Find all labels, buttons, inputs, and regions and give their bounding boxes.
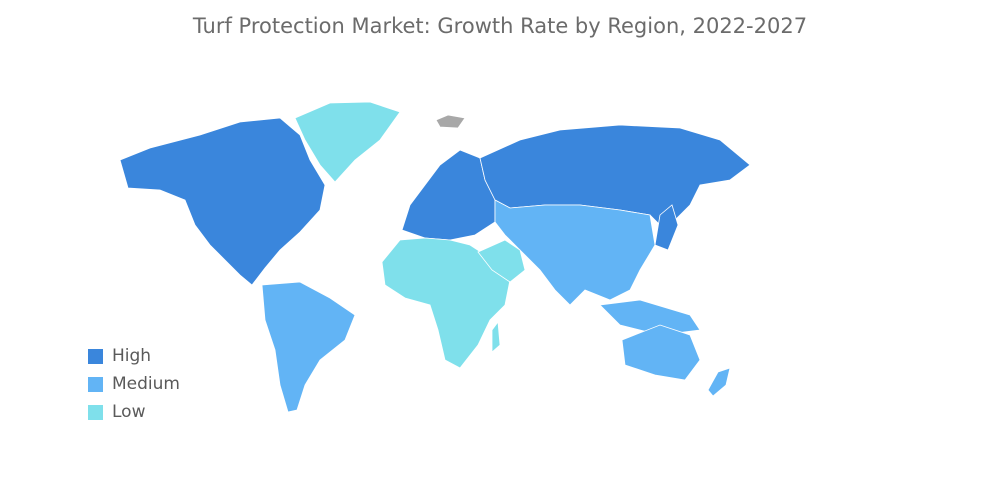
legend-swatch-medium: [88, 376, 103, 392]
legend-item-low: Low: [88, 398, 180, 426]
region-new-zealand: [707, 367, 731, 397]
legend-swatch-high: [88, 348, 103, 364]
region-japan: [654, 204, 679, 251]
legend-label-high: High: [112, 346, 152, 366]
chart-title: Turf Protection Market: Growth Rate by R…: [192, 14, 808, 38]
region-middle-east: [477, 239, 526, 283]
legend-label-low: Low: [112, 402, 146, 422]
region-africa: [381, 237, 511, 369]
legend-label-medium: Medium: [112, 374, 180, 394]
region-madagascar: [491, 320, 501, 353]
legend: High Medium Low: [88, 342, 180, 426]
legend-item-medium: Medium: [88, 370, 180, 398]
region-southeast-asia: [599, 299, 701, 336]
legend-swatch-low: [88, 404, 103, 420]
region-svalbard: [435, 114, 466, 129]
region-australia: [621, 324, 701, 381]
region-asia-pacific: [494, 199, 656, 306]
region-north-america: [119, 117, 326, 286]
legend-item-high: High: [88, 342, 180, 370]
region-greenland: [294, 101, 401, 183]
region-south-america: [261, 281, 356, 413]
